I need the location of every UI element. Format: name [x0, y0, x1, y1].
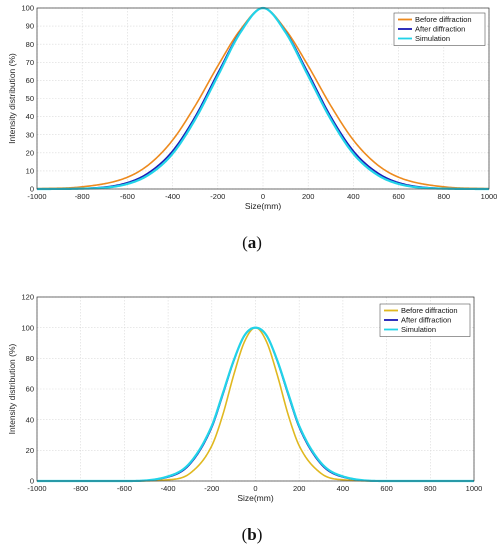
x-tick-label: -800	[73, 484, 88, 493]
x-tick-label: 800	[438, 192, 451, 201]
legend-label: Simulation	[401, 325, 436, 334]
axes-frame	[36, 296, 475, 482]
x-tick-label: -400	[161, 484, 176, 493]
x-tick-label: -400	[165, 192, 180, 201]
y-tick-label: 60	[26, 385, 34, 394]
x-tick-label: 600	[380, 484, 393, 493]
y-tick-label: 40	[26, 112, 34, 121]
x-tick-label: 200	[293, 484, 306, 493]
caption-a-letter: a	[248, 233, 257, 252]
y-axis-label: Intensity distribution (%)	[7, 53, 17, 144]
y-axis-label: Intensity distribution (%)	[7, 343, 17, 434]
y-tick-label: 50	[26, 94, 34, 103]
x-tick-label: 800	[424, 484, 437, 493]
x-tick-label: 1000	[481, 192, 498, 201]
legend-label: After diffraction	[415, 25, 465, 34]
y-tick-label: 100	[21, 4, 34, 13]
y-tick-label: 60	[26, 76, 34, 85]
caption-b: (b)	[242, 525, 263, 544]
legend-label: After diffraction	[401, 316, 451, 325]
y-tick-label: 20	[26, 446, 34, 455]
legend-label: Simulation	[415, 34, 450, 43]
x-tick-label: -1000	[27, 192, 46, 201]
x-tick-label: 200	[302, 192, 315, 201]
x-axis-label: Size(mm)	[237, 493, 274, 503]
y-tick-label: 120	[21, 293, 34, 302]
y-tick-label: 90	[26, 22, 34, 31]
legend-label: Before diffraction	[401, 306, 458, 315]
x-tick-label: 600	[392, 192, 405, 201]
y-tick-label: 10	[26, 167, 34, 176]
x-tick-label: -1000	[27, 484, 46, 493]
x-axis-label: Size(mm)	[245, 201, 282, 211]
caption-a: (a)	[242, 233, 262, 252]
y-tick-label: 80	[26, 354, 34, 363]
y-tick-label: 70	[26, 58, 34, 67]
y-tick-label: 100	[21, 323, 34, 332]
chart-panel-a: -1000 -800 -600 -400 -200 0 200 400 600 800 1000 0 1…	[7, 4, 497, 211]
x-tick-label: 0	[253, 484, 257, 493]
y-tick-label: 20	[26, 148, 34, 157]
x-tick-label: -200	[210, 192, 225, 201]
x-tick-label: -600	[120, 192, 135, 201]
x-tick-label: 1000	[466, 484, 483, 493]
axes-frame	[36, 7, 490, 190]
legend-label: Before diffraction	[415, 15, 472, 24]
caption-b-letter: b	[247, 525, 256, 544]
x-tick-label: 0	[261, 192, 265, 201]
y-tick-label: 40	[26, 415, 34, 424]
chart-panel-b: -1000 -800 -600 -400 -200 0 200 400 600 800 1000 0 2…	[7, 293, 482, 503]
x-tick-label: -200	[204, 484, 219, 493]
y-tick-label: 30	[26, 130, 34, 139]
x-tick-label: -600	[117, 484, 132, 493]
x-tick-label: 400	[347, 192, 360, 201]
y-tick-label: 0	[30, 477, 34, 486]
y-tick-label: 0	[30, 185, 34, 194]
x-tick-label: -800	[75, 192, 90, 201]
x-tick-label: 400	[337, 484, 350, 493]
y-tick-label: 80	[26, 40, 34, 49]
